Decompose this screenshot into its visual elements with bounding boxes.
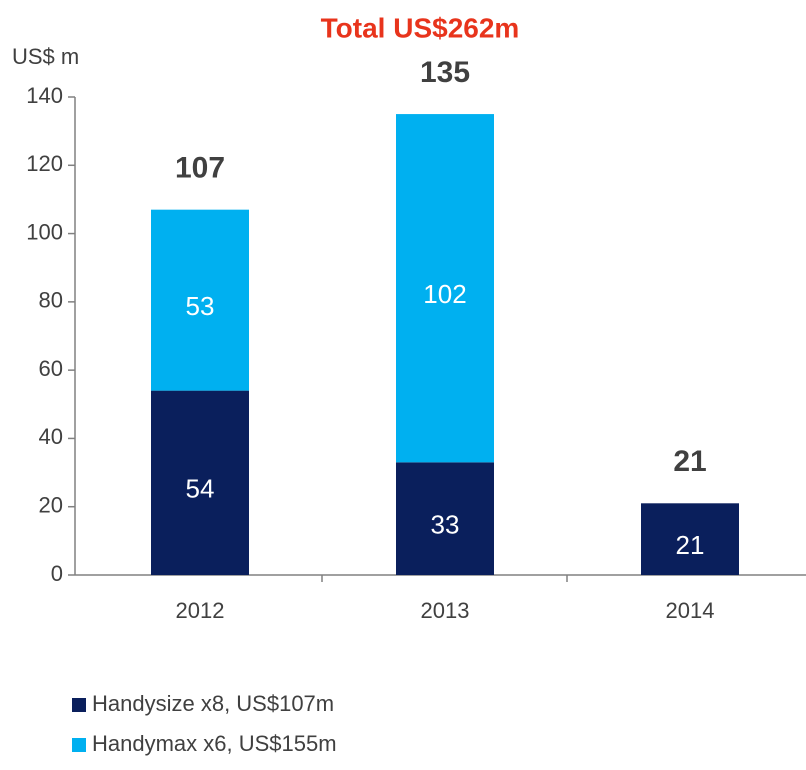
bar-segment (151, 390, 249, 575)
bar-value-label: 54 (186, 474, 215, 504)
legend-swatch (72, 738, 86, 752)
y-tick-label: 20 (39, 493, 63, 518)
total-label: 107 (175, 152, 225, 185)
legend-swatch (72, 698, 86, 712)
bar-segment (396, 462, 494, 575)
y-tick-label: 80 (39, 288, 63, 313)
y-tick-label: 40 (39, 424, 63, 449)
bar-value-label: 21 (676, 530, 705, 560)
x-tick-label: 2012 (176, 598, 225, 623)
y-axis-label: US$ m (12, 44, 79, 69)
legend-label: Handysize x8, US$107m (92, 691, 334, 716)
y-tick-label: 60 (39, 356, 63, 381)
bar-value-label: 102 (423, 279, 466, 309)
x-tick-label: 2014 (666, 598, 715, 623)
y-tick-label: 100 (26, 219, 63, 244)
legend-label: Handymax x6, US$155m (92, 731, 337, 756)
y-tick-label: 140 (26, 83, 63, 108)
y-tick-label: 0 (51, 561, 63, 586)
y-tick-label: 120 (26, 151, 63, 176)
total-label: 135 (420, 56, 470, 89)
bar-segment (641, 503, 739, 575)
bar-segment (151, 209, 249, 391)
bar-value-label: 33 (431, 510, 460, 540)
bar-segment (396, 114, 494, 463)
x-tick-label: 2013 (421, 598, 470, 623)
bar-value-label: 53 (186, 291, 215, 321)
total-label: 21 (673, 445, 706, 478)
chart-title: Total US$262m (321, 12, 520, 43)
